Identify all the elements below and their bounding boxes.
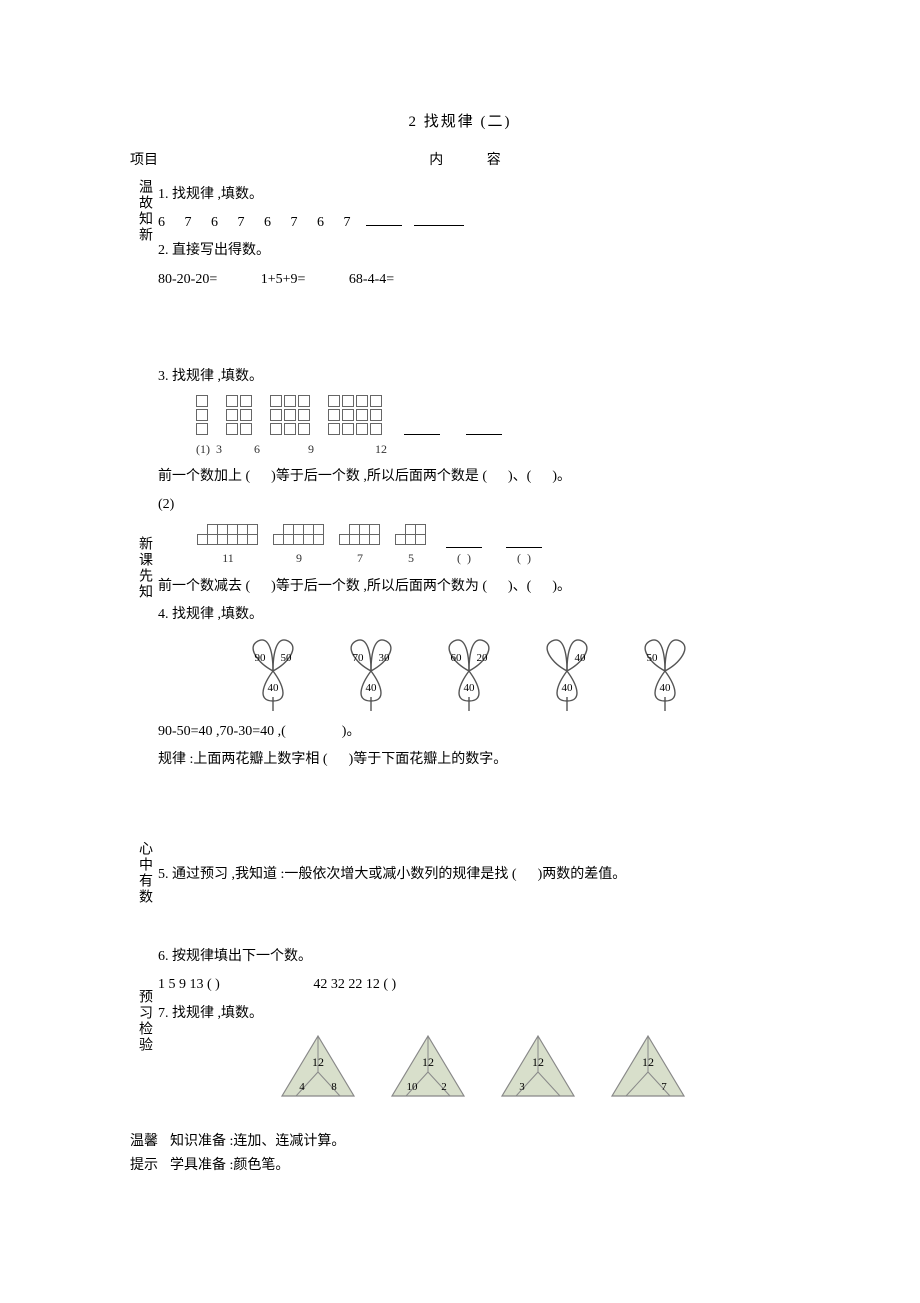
gap — [130, 301, 790, 361]
grid-block: 11 — [198, 525, 258, 570]
svg-text:30: 30 — [379, 652, 391, 664]
side-label-1: 温故知新 — [130, 179, 158, 243]
q4-title: 4. 找规律 ,填数。 — [158, 602, 790, 627]
grid-blank: ( ) — [502, 533, 546, 570]
section-1-content: 1. 找规律 ,填数。 6 7 6 7 6 7 6 7 2. 直接写出得数。 8… — [158, 179, 790, 295]
block-group — [226, 395, 252, 435]
q3-2-text: 前一个数减去 ( )等于后一个数 ,所以后面两个数为 ( )、( )。 — [158, 574, 790, 599]
gap — [130, 911, 790, 941]
q2-c: 68-4-4= — [349, 267, 394, 292]
svg-text:90: 90 — [255, 652, 267, 664]
q6-title: 6. 按规律填出下一个数。 — [158, 944, 790, 969]
section-3: 心中有数 5. 通过预习 ,我知道 :一般依次增大或减小数列的规律是找 ( )两… — [130, 841, 790, 905]
page-title: 2 找规律 (二) — [130, 110, 790, 131]
footer-content: 知识准备 :连加、连减计算。 学具准备 :颜色笔。 — [170, 1130, 345, 1178]
triangle-icon: 12 7 — [608, 1032, 688, 1100]
section-2-content: 3. 找规律 ,填数。 — [158, 361, 790, 776]
section-1: 温故知新 1. 找规律 ,填数。 6 7 6 7 6 7 6 7 2. 直接写出… — [130, 179, 790, 295]
triangle-icon: 12 10 2 — [388, 1032, 468, 1100]
section-4: 预习检验 6. 按规律填出下一个数。 1 5 9 13 ( ) 42 32 22… — [130, 941, 790, 1100]
grid-blank: ( ) — [442, 533, 486, 570]
svg-text:40: 40 — [575, 652, 587, 664]
clover-icon: 70 30 40 — [336, 635, 406, 713]
svg-text:40: 40 — [562, 682, 574, 694]
side-label-3: 心中有数 — [130, 841, 158, 905]
block-group — [270, 395, 310, 435]
q7-triangles: 12 4 8 12 10 2 12 3 12 7 — [278, 1032, 790, 1100]
grid-block: 5 — [396, 525, 426, 570]
triangle-icon: 12 4 8 — [278, 1032, 358, 1100]
q4-clovers: 90 50 40 70 30 40 60 20 40 40 40 — [238, 635, 790, 713]
blank — [466, 420, 502, 435]
clover-icon: 50 40 — [630, 635, 700, 713]
svg-text:4: 4 — [299, 1081, 305, 1093]
svg-text:12: 12 — [312, 1055, 324, 1069]
q3-title: 3. 找规律 ,填数。 — [158, 364, 790, 389]
block-group — [196, 395, 208, 435]
svg-text:40: 40 — [660, 682, 672, 694]
header-row: 项目 内 容 — [130, 149, 790, 169]
q3-1-nums: (1) 3 6 9 12 — [158, 439, 790, 461]
q5-text: 5. 通过预习 ,我知道 :一般依次增大或减小数列的规律是找 ( )两数的差值。 — [158, 862, 790, 887]
q1-seq: 6 7 6 7 6 7 6 7 — [158, 210, 790, 235]
section-2: 新课先知 3. 找规律 ,填数。 — [130, 361, 790, 776]
q2-b: 1+5+9= — [261, 267, 306, 292]
svg-text:8: 8 — [331, 1081, 337, 1093]
clover-icon: 90 50 40 — [238, 635, 308, 713]
footer: 温馨 提示 知识准备 :连加、连减计算。 学具准备 :颜色笔。 — [130, 1130, 790, 1178]
svg-text:40: 40 — [366, 682, 378, 694]
svg-text:12: 12 — [642, 1055, 654, 1069]
clover-icon: 60 20 40 — [434, 635, 504, 713]
blank — [414, 211, 464, 226]
triangle-icon: 12 3 — [498, 1032, 578, 1100]
q3-2-grids: 11 9 — [198, 525, 790, 570]
svg-text:50: 50 — [281, 652, 293, 664]
q6-seqs: 1 5 9 13 ( ) 42 32 22 12 ( ) — [158, 972, 790, 997]
svg-text:70: 70 — [353, 652, 365, 664]
grid-block: 7 — [340, 525, 380, 570]
q7-title: 7. 找规律 ,填数。 — [158, 1001, 790, 1026]
q4-line1: 90-50=40 ,70-30=40 ,( )。 — [158, 719, 790, 744]
svg-text:40: 40 — [464, 682, 476, 694]
q4-line2: 规律 :上面两花瓣上数字相 ( )等于下面花瓣上的数字。 — [158, 747, 790, 772]
q2-a: 80-20-20= — [158, 267, 217, 292]
grid-block: 9 — [274, 525, 324, 570]
svg-text:60: 60 — [451, 652, 463, 664]
q2-title: 2. 直接写出得数。 — [158, 238, 790, 263]
header-left: 项目 — [130, 149, 160, 169]
page: 2 找规律 (二) 项目 内 容 温故知新 1. 找规律 ,填数。 6 7 6 … — [0, 0, 920, 1237]
header-right: 内 容 — [160, 149, 790, 169]
svg-text:3: 3 — [519, 1081, 525, 1093]
svg-text:12: 12 — [532, 1055, 544, 1069]
q3-2-prefix: (2) — [158, 492, 790, 517]
q2-calcs: 80-20-20= 1+5+9= 68-4-4= — [158, 267, 790, 292]
side-label-2: 新课先知 — [130, 536, 158, 600]
blank — [366, 211, 402, 226]
section-4-content: 6. 按规律填出下一个数。 1 5 9 13 ( ) 42 32 22 12 (… — [158, 941, 790, 1100]
section-3-content: 5. 通过预习 ,我知道 :一般依次增大或减小数列的规律是找 ( )两数的差值。 — [158, 841, 790, 890]
svg-text:2: 2 — [441, 1081, 447, 1093]
svg-text:40: 40 — [268, 682, 280, 694]
block-group — [328, 395, 382, 435]
svg-text:7: 7 — [661, 1081, 667, 1093]
svg-text:50: 50 — [647, 652, 659, 664]
side-label-4: 预习检验 — [130, 989, 158, 1053]
q3-1-text: 前一个数加上 ( )等于后一个数 ,所以后面两个数是 ( )、( )。 — [158, 464, 790, 489]
blank — [404, 420, 440, 435]
q1-title: 1. 找规律 ,填数。 — [158, 182, 790, 207]
gap — [130, 781, 790, 841]
clover-icon: 40 40 — [532, 635, 602, 713]
footer-label: 温馨 提示 — [130, 1130, 170, 1178]
svg-text:12: 12 — [422, 1055, 434, 1069]
svg-text:10: 10 — [407, 1081, 419, 1093]
q3-1-blocks — [158, 395, 790, 435]
svg-text:20: 20 — [477, 652, 489, 664]
